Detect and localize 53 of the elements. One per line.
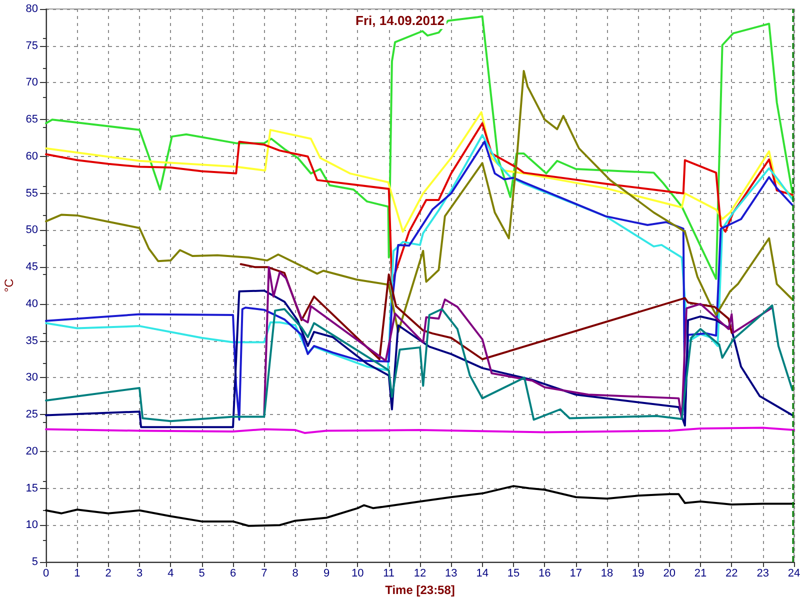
y-tick-label: 35	[26, 334, 38, 347]
x-tick-label: 13	[445, 568, 458, 580]
x-tick-label: 23	[756, 568, 769, 580]
x-tick-label: 14	[476, 568, 488, 580]
line-series	[240, 263, 733, 360]
y-tick-label: 75	[26, 40, 38, 52]
x-tick-label: 18	[600, 568, 614, 580]
x-tick-label: 12	[414, 568, 426, 580]
line-series	[45, 122, 794, 284]
y-tick-label: 40	[26, 298, 38, 310]
line-series	[45, 140, 794, 421]
x-tick-label: 8	[292, 568, 298, 580]
x-tick-label: 21	[694, 568, 707, 580]
y-tick-label: 10	[26, 519, 38, 532]
x-tick-label: 10	[352, 568, 364, 580]
x-tick-label: 11	[383, 568, 395, 580]
y-tick-label: 55	[26, 187, 38, 200]
y-tick-label: 80	[26, 3, 38, 15]
x-tick-label: 1	[74, 568, 80, 580]
x-axis-title: Time [23:58]	[385, 583, 455, 597]
x-tick-label: 9	[323, 568, 330, 580]
y-tick-label: 20	[26, 445, 38, 458]
y-tick-label: 60	[26, 150, 38, 162]
x-tick-label: 20	[663, 568, 676, 580]
y-tick-label: 50	[26, 224, 38, 236]
line-series	[263, 266, 774, 420]
x-tick-label: 6	[230, 568, 236, 580]
y-tick-label: 30	[26, 372, 38, 384]
x-tick-label: 15	[507, 568, 520, 580]
line-series	[45, 70, 794, 333]
x-tick-label: 16	[538, 568, 551, 580]
line-series	[45, 485, 795, 527]
line-series	[45, 111, 794, 233]
x-tick-label: 5	[198, 568, 205, 580]
x-tick-label: 7	[261, 568, 268, 580]
y-tick-label: 70	[26, 76, 38, 89]
y-tick-label: 65	[26, 114, 38, 126]
x-tick-label: 3	[136, 568, 143, 580]
y-axis-title: °C	[2, 278, 16, 292]
x-tick-label: 17	[570, 568, 582, 580]
line-series	[45, 134, 794, 372]
y-tick-label: 45	[26, 261, 38, 274]
x-tick-label: 4	[168, 568, 174, 580]
y-tick-label: 15	[26, 482, 38, 494]
chart-title: Fri, 14.09.2012	[356, 13, 444, 28]
x-tick-label: 2	[105, 568, 112, 580]
x-tick-label: 22	[726, 568, 738, 580]
y-tick-label: 25	[26, 408, 38, 421]
x-tick-label: 24	[788, 568, 800, 580]
x-tick-label: 19	[632, 568, 644, 580]
x-tick-label: 0	[42, 568, 50, 580]
line-series	[45, 15, 794, 280]
y-tick-label: 5	[32, 556, 38, 568]
